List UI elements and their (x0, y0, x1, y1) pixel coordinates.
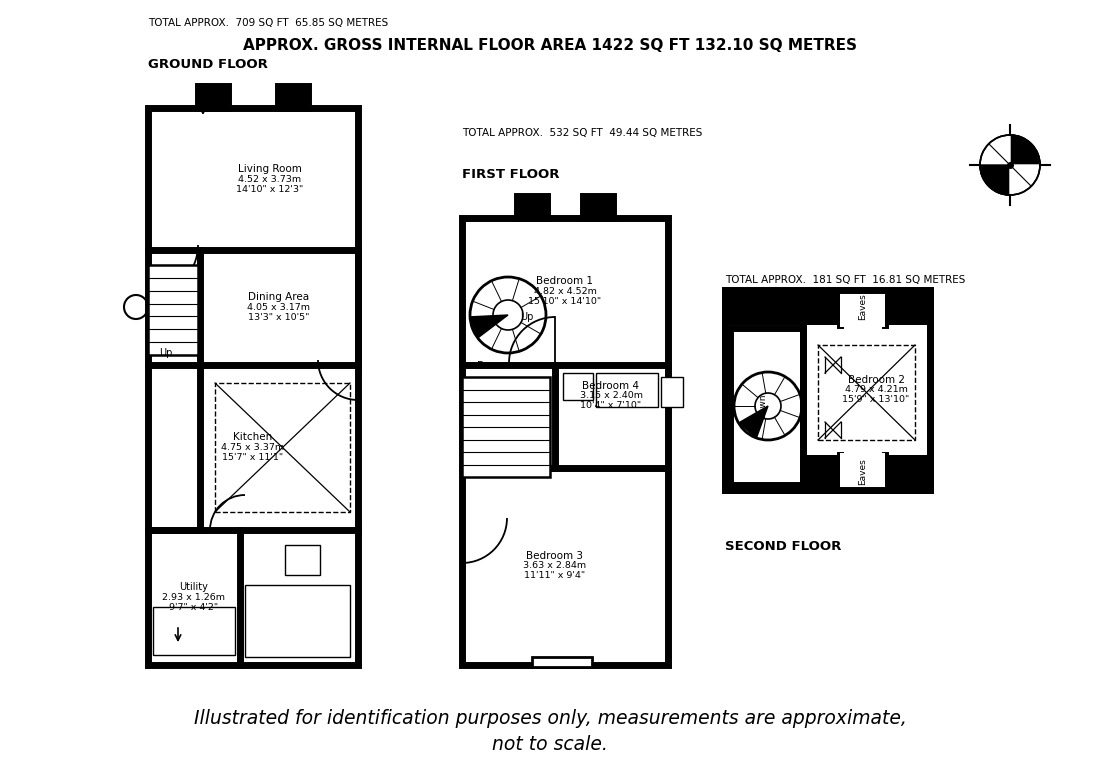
Bar (462, 377, 550, 477)
Text: APPROX. GROSS INTERNAL FLOOR AREA 1422 SQ FT 132.10 SQ METRES: APPROX. GROSS INTERNAL FLOOR AREA 1422 S… (243, 37, 857, 53)
Bar (278, 86, 308, 108)
Text: Bedroom 4: Bedroom 4 (583, 381, 639, 391)
Text: Eaves: Eaves (858, 458, 867, 486)
Text: Up: Up (160, 348, 173, 358)
Text: 14'10" x 12'3": 14'10" x 12'3" (236, 184, 304, 193)
Text: 4.79 x 4.21m: 4.79 x 4.21m (845, 385, 908, 395)
Text: 15'10" x 14'10": 15'10" x 14'10" (528, 297, 602, 305)
Bar (725, 455, 929, 490)
Polygon shape (470, 315, 508, 338)
Text: Down: Down (477, 361, 505, 371)
Bar (725, 290, 929, 325)
Bar (153, 607, 235, 655)
Bar (563, 373, 593, 400)
Bar (517, 196, 547, 218)
Text: Up: Up (520, 312, 534, 322)
Text: SECOND FLOOR: SECOND FLOOR (725, 540, 842, 553)
Text: 13'3" x 10'5": 13'3" x 10'5" (248, 312, 309, 322)
Bar (532, 657, 592, 667)
Polygon shape (980, 135, 1010, 165)
Text: GROUND FLOOR: GROUND FLOOR (148, 58, 268, 71)
Text: not to scale.: not to scale. (492, 736, 608, 754)
Text: 9'7" x 4'2": 9'7" x 4'2" (169, 602, 219, 611)
Text: 4.75 x 3.37m: 4.75 x 3.37m (221, 442, 285, 451)
Bar (725, 290, 929, 490)
Bar (730, 328, 803, 485)
Bar (148, 108, 358, 665)
Polygon shape (738, 406, 768, 438)
Text: 11'11" x 9'4": 11'11" x 9'4" (524, 572, 585, 580)
Polygon shape (980, 165, 1010, 195)
Text: 4.52 x 3.73m: 4.52 x 3.73m (239, 175, 301, 183)
Text: 4.82 x 4.52m: 4.82 x 4.52m (534, 287, 596, 295)
Bar (462, 218, 668, 665)
Text: 15'7" x 11'1": 15'7" x 11'1" (222, 452, 284, 462)
Text: Utility: Utility (179, 582, 208, 592)
Bar (148, 265, 198, 355)
Text: 4.05 x 3.17m: 4.05 x 3.17m (246, 302, 310, 312)
Bar (840, 288, 886, 327)
Text: TOTAL APPROX.  532 SQ FT  49.44 SQ METRES: TOTAL APPROX. 532 SQ FT 49.44 SQ METRES (462, 128, 703, 138)
Text: Kitchen: Kitchen (233, 432, 273, 442)
Bar (214, 383, 350, 512)
Bar (583, 196, 613, 218)
Polygon shape (1010, 165, 1040, 195)
Bar (818, 345, 915, 440)
Text: 3.15 x 2.40m: 3.15 x 2.40m (580, 392, 642, 400)
Text: 10'4" x 7'10": 10'4" x 7'10" (581, 402, 641, 410)
Bar (198, 86, 228, 108)
Bar (661, 377, 683, 407)
Text: IN: IN (198, 83, 208, 93)
Text: 3.63 x 2.84m: 3.63 x 2.84m (524, 562, 586, 570)
Text: TOTAL APPROX.  709 SQ FT  65.85 SQ METRES: TOTAL APPROX. 709 SQ FT 65.85 SQ METRES (148, 18, 388, 28)
Text: Bedroom 1: Bedroom 1 (537, 276, 594, 286)
Bar (725, 290, 929, 490)
Polygon shape (1010, 135, 1040, 165)
Text: Illustrated for identification purposes only, measurements are approximate,: Illustrated for identification purposes … (194, 709, 906, 727)
Text: Living Room: Living Room (238, 164, 301, 174)
Text: Down: Down (759, 393, 768, 419)
Bar (245, 585, 350, 657)
Text: Bedroom 3: Bedroom 3 (526, 551, 583, 561)
Bar (596, 373, 658, 407)
Text: FIRST FLOOR: FIRST FLOOR (462, 168, 560, 181)
Text: 15'9" x 13'10": 15'9" x 13'10" (843, 395, 910, 405)
Text: Eaves: Eaves (858, 294, 867, 320)
Text: Dining Area: Dining Area (248, 292, 309, 302)
Bar (285, 545, 320, 575)
Text: TOTAL APPROX.  181 SQ FT  16.81 SQ METRES: TOTAL APPROX. 181 SQ FT 16.81 SQ METRES (725, 275, 966, 285)
Text: 2.93 x 1.26m: 2.93 x 1.26m (163, 593, 225, 601)
Bar (840, 453, 886, 492)
Text: Bedroom 2: Bedroom 2 (847, 375, 904, 385)
